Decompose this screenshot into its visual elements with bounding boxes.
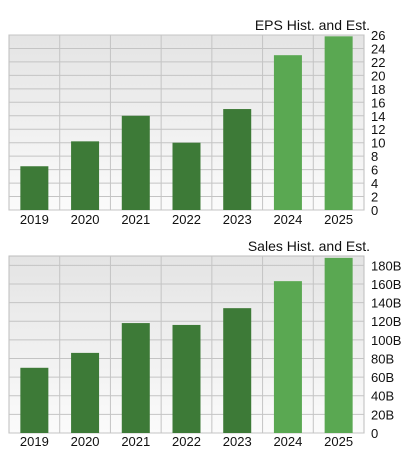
eps-bar-2025 — [324, 36, 353, 210]
sales-bar-2021 — [121, 323, 150, 433]
eps-x-tick-label: 2020 — [71, 212, 100, 227]
eps-y-tick-label: 20 — [371, 68, 385, 83]
sales-y-tick-label: 20B — [371, 407, 394, 422]
eps-y-tick-label: 0 — [371, 203, 378, 218]
eps-y-tick-label: 4 — [371, 176, 378, 191]
eps-chart: EPS Hist. and Est. 024681012141618202224… — [8, 17, 385, 227]
eps-bar-2020 — [71, 141, 100, 210]
sales-bar-2025 — [324, 257, 353, 433]
eps-bar-2022 — [172, 142, 201, 210]
sales-y-tick-label: 100B — [371, 333, 401, 348]
sales-y-tick-label: 0 — [371, 426, 378, 441]
sales-chart: Sales Hist. and Est. 0 20B 40B 60B 80B 100B 12… — [8, 238, 401, 449]
sales-x-tick-label: 2021 — [121, 434, 150, 449]
eps-y-tick-label: 26 — [371, 28, 385, 43]
sales-bar-2023 — [223, 308, 252, 433]
sales-chart-title: Sales Hist. and Est. — [248, 238, 370, 254]
sales-y-tick-label: 180B — [371, 258, 401, 273]
sales-x-tick-label: 2019 — [20, 434, 49, 449]
sales-bar-2022 — [172, 324, 201, 433]
sales-x-tick-label: 2025 — [324, 434, 353, 449]
eps-bar-2023 — [223, 109, 252, 210]
eps-bar-2021 — [121, 115, 150, 210]
eps-y-tick-label: 2 — [371, 190, 378, 205]
sales-y-tick-label: 80B — [371, 351, 394, 366]
eps-bar-2024 — [273, 55, 302, 210]
eps-y-tick-label: 8 — [371, 149, 378, 164]
eps-y-tick-label: 18 — [371, 82, 385, 97]
eps-chart-title: EPS Hist. and Est. — [255, 17, 370, 33]
sales-y-tick-label: 140B — [371, 296, 401, 311]
eps-y-tick-label: 10 — [371, 136, 385, 151]
eps-bar-2019 — [20, 166, 49, 210]
eps-y-tick-label: 6 — [371, 163, 378, 178]
eps-x-tick-label: 2022 — [172, 212, 201, 227]
sales-bar-2020 — [71, 352, 100, 433]
sales-bar-2024 — [273, 281, 302, 433]
eps-y-tick-label: 12 — [371, 122, 385, 137]
sales-x-tick-label: 2022 — [172, 434, 201, 449]
sales-x-tick-label: 2023 — [223, 434, 252, 449]
eps-y-tick-label: 22 — [371, 55, 385, 70]
eps-x-tick-label: 2024 — [273, 212, 302, 227]
eps-y-tick-label: 24 — [371, 41, 385, 56]
eps-y-tick-label: 16 — [371, 95, 385, 110]
sales-x-tick-label: 2024 — [273, 434, 302, 449]
eps-x-tick-label: 2023 — [223, 212, 252, 227]
sales-bar-2019 — [20, 367, 49, 433]
eps-x-tick-label: 2019 — [20, 212, 49, 227]
sales-y-tick-label: 160B — [371, 277, 401, 292]
eps-x-tick-label: 2025 — [324, 212, 353, 227]
eps-y-tick-label: 14 — [371, 109, 385, 124]
sales-y-tick-label: 60B — [371, 370, 394, 385]
sales-x-tick-label: 2020 — [71, 434, 100, 449]
sales-y-tick-label: 120B — [371, 314, 401, 329]
eps-x-tick-label: 2021 — [121, 212, 150, 227]
sales-y-tick-label: 40B — [371, 389, 394, 404]
